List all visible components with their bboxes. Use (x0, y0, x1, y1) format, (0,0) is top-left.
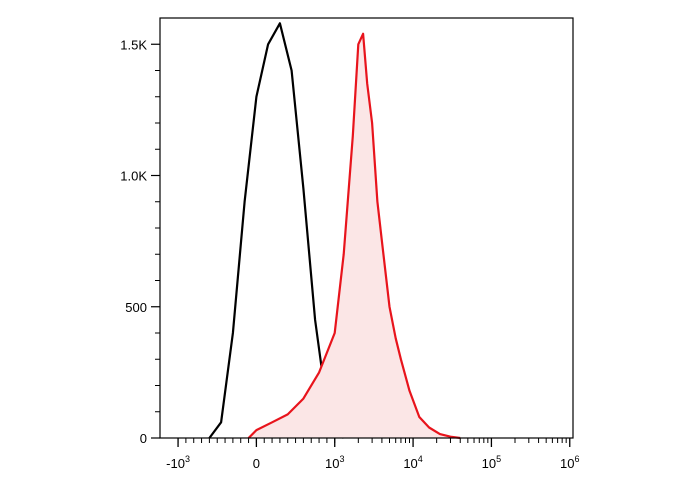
x-tick-label: 103 (325, 454, 344, 471)
x-tick-label: 105 (482, 454, 501, 471)
axis-layer: 0 500 1.0K 1.5K -103 0 103 104 105 106 (120, 37, 579, 471)
y-tick-label: 500 (125, 300, 147, 315)
series-1-area (248, 33, 461, 439)
y-tick-label: 1.5K (120, 37, 147, 52)
series-layer (208, 22, 461, 440)
x-tick-label: 106 (560, 454, 579, 471)
x-tick-label: -103 (166, 454, 190, 471)
y-tick-label: 1.0K (120, 169, 147, 184)
x-tick-label: 104 (403, 454, 422, 471)
x-tick-label: 0 (253, 456, 260, 471)
series-1-line (247, 32, 461, 440)
y-tick-label: 0 (140, 431, 147, 446)
